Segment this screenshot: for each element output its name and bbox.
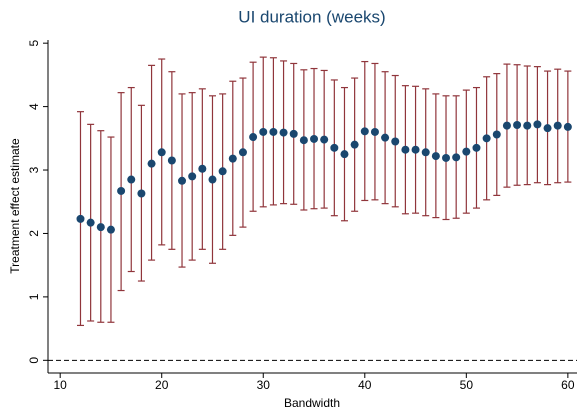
point <box>127 175 136 184</box>
point <box>330 143 339 152</box>
point <box>563 122 572 131</box>
y-tick-label: 3 <box>27 166 41 173</box>
point <box>269 127 278 136</box>
point <box>360 127 369 136</box>
point <box>178 176 187 185</box>
y-tick-label: 1 <box>27 293 41 300</box>
point <box>370 127 379 136</box>
point <box>137 189 146 198</box>
point <box>279 128 288 137</box>
point <box>106 225 115 234</box>
y-tick-label: 2 <box>27 230 41 237</box>
y-tick-label: 0 <box>27 357 41 364</box>
point <box>431 152 440 161</box>
point <box>86 218 95 227</box>
point <box>228 154 237 163</box>
x-tick-label: 10 <box>54 378 68 392</box>
x-tick-label: 40 <box>358 378 372 392</box>
point <box>513 120 522 129</box>
point <box>502 121 511 130</box>
x-axis-label: Bandwidth <box>284 396 340 410</box>
point <box>310 134 319 143</box>
point <box>482 134 491 143</box>
point <box>117 186 126 195</box>
point <box>238 148 247 157</box>
point <box>381 133 390 142</box>
point <box>340 150 349 159</box>
point <box>452 153 461 162</box>
point <box>299 136 308 145</box>
point <box>259 127 268 136</box>
point <box>96 223 105 232</box>
point <box>411 145 420 154</box>
point <box>492 130 501 139</box>
point <box>421 148 430 157</box>
y-tick-label: 5 <box>27 40 41 47</box>
point <box>391 137 400 146</box>
x-tick-label: 20 <box>155 378 169 392</box>
point <box>208 175 217 184</box>
point <box>472 143 481 152</box>
point <box>533 120 542 129</box>
point <box>543 124 552 133</box>
point <box>198 164 207 173</box>
point <box>147 159 156 168</box>
point <box>523 121 532 130</box>
point <box>188 172 197 181</box>
point <box>76 214 85 223</box>
point <box>320 135 329 144</box>
point <box>218 167 227 176</box>
point <box>167 156 176 165</box>
point <box>462 147 471 156</box>
y-axis-label: Treatment effect estimate <box>8 138 22 274</box>
chart-title: UI duration (weeks) <box>238 7 385 26</box>
point <box>249 133 258 142</box>
point <box>289 129 298 138</box>
point <box>350 140 359 149</box>
point <box>442 153 451 162</box>
point <box>401 145 410 154</box>
x-tick-label: 60 <box>561 378 575 392</box>
x-tick-label: 30 <box>257 378 271 392</box>
x-tick-label: 50 <box>460 378 474 392</box>
point <box>157 148 166 157</box>
point <box>553 121 562 130</box>
y-tick-label: 4 <box>27 103 41 110</box>
